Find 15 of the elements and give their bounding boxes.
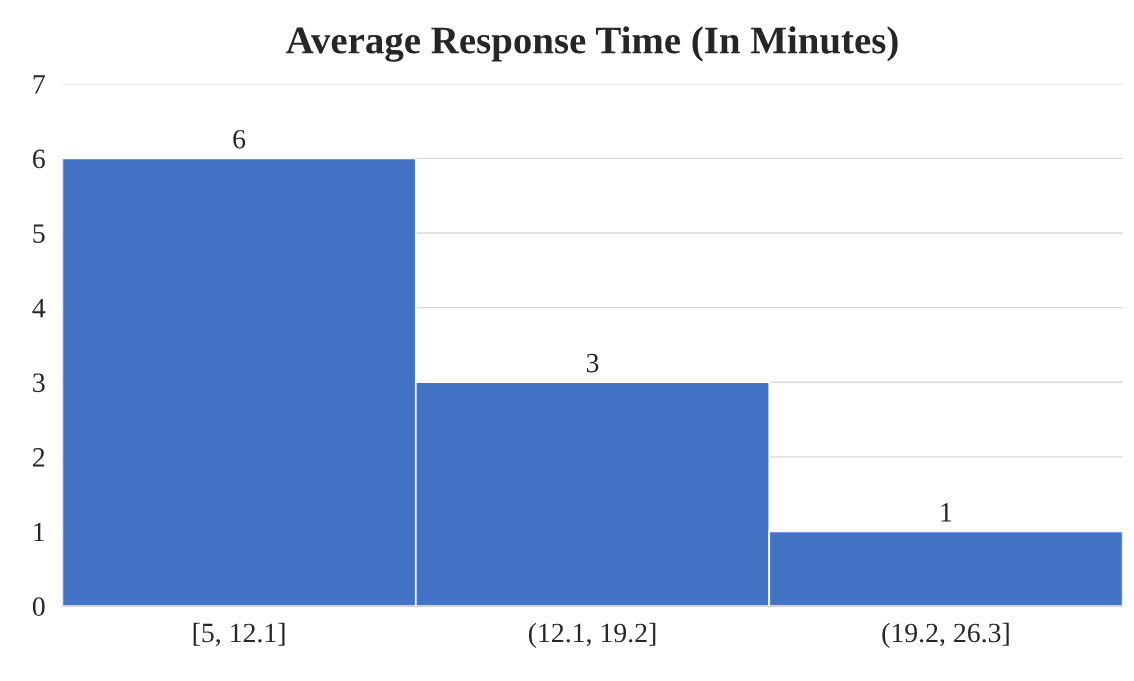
x-tick-label: (19.2, 26.3]: [882, 622, 1009, 648]
x-tick-label: (12.1, 19.2]: [528, 622, 656, 648]
data-label: 3: [586, 353, 599, 373]
y-tick-label: 3: [33, 373, 45, 393]
y-tick-label: 5: [33, 224, 45, 243]
y-tick-label: 4: [32, 298, 46, 318]
y-tick-label: 6: [33, 149, 45, 169]
chart-title: Average Response Time (In Minutes): [286, 26, 898, 62]
y-tick-label: 0: [32, 597, 45, 616]
data-label: 1: [941, 503, 952, 522]
x-tick-label: [5, 12.1]: [193, 622, 285, 647]
data-label: 6: [233, 129, 246, 149]
y-tick-label: 1: [34, 522, 45, 542]
y-tick-label: 7: [33, 75, 45, 94]
y-tick-label: 2: [33, 448, 45, 467]
